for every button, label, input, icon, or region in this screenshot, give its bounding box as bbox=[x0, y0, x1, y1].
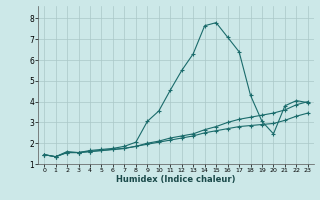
X-axis label: Humidex (Indice chaleur): Humidex (Indice chaleur) bbox=[116, 175, 236, 184]
